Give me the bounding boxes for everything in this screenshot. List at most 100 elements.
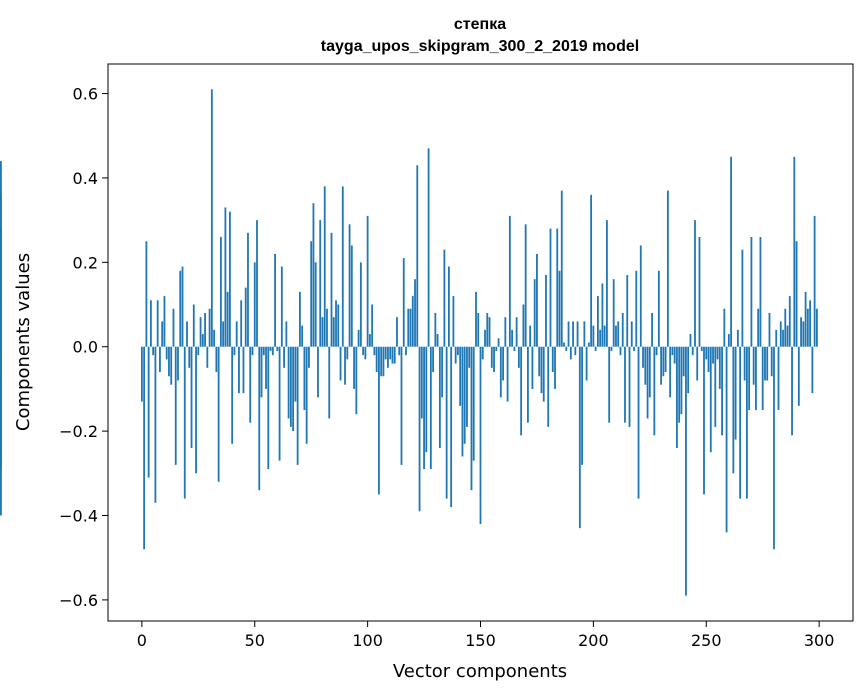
bar [592, 325, 595, 347]
bar [149, 300, 152, 347]
bar [743, 346, 746, 381]
bar [384, 346, 387, 360]
bar [648, 346, 651, 398]
bar [581, 346, 583, 465]
bar [504, 317, 507, 347]
bar [195, 346, 197, 474]
bar [542, 346, 545, 402]
bar [402, 258, 405, 347]
bar [757, 308, 760, 347]
bar [567, 321, 570, 347]
bar [585, 346, 588, 381]
bar [802, 321, 805, 347]
y-tick-label: −0.2 [59, 422, 98, 441]
bar [405, 346, 407, 356]
bar [795, 241, 798, 347]
bar [493, 346, 495, 373]
bar [429, 346, 432, 470]
bar [709, 346, 712, 453]
bar [233, 346, 236, 356]
bar [0, 346, 2, 465]
bar [328, 346, 331, 419]
bar [452, 296, 455, 347]
bar [468, 346, 471, 368]
bar [366, 215, 369, 347]
bar [637, 346, 640, 499]
bar [244, 287, 247, 347]
bar [748, 346, 751, 411]
bar [346, 346, 349, 360]
bar [621, 312, 624, 347]
bar [353, 346, 355, 389]
x-tick-label: 250 [691, 631, 722, 650]
bar [224, 207, 227, 347]
bar [215, 346, 218, 373]
bar [540, 346, 543, 394]
bar [0, 194, 2, 347]
bar [569, 346, 572, 360]
bar [256, 220, 258, 347]
bar [314, 262, 317, 347]
bar [689, 334, 692, 347]
bar [800, 317, 802, 347]
bar [156, 300, 159, 347]
bar [703, 346, 705, 495]
bar [165, 346, 168, 360]
y-tick-label: 0.2 [73, 253, 98, 272]
bar [486, 312, 489, 347]
bar [436, 334, 439, 347]
bar [242, 346, 245, 394]
x-tick-label: 50 [245, 631, 265, 650]
bar [265, 346, 267, 389]
bar [310, 241, 313, 347]
bar [414, 279, 416, 347]
bar [251, 346, 254, 356]
bar [685, 346, 687, 596]
bar [594, 346, 597, 351]
bar [432, 346, 434, 373]
bar [375, 346, 378, 373]
x-tick-label: 200 [578, 631, 609, 650]
bar [766, 346, 769, 381]
bar [308, 346, 310, 368]
bar [583, 321, 586, 347]
bar [536, 253, 538, 347]
bar [321, 317, 324, 347]
bar [443, 249, 446, 347]
y-tick-label: −0.4 [59, 507, 98, 526]
bar [612, 279, 615, 347]
bar [466, 346, 468, 427]
bar [477, 312, 480, 347]
bar [599, 329, 602, 347]
x-axis-ticks: 0 50 100 150 200 250 300 [137, 621, 834, 650]
bar [154, 346, 157, 503]
bar [260, 346, 263, 398]
bar [635, 270, 638, 347]
bar [502, 346, 504, 381]
bar [330, 232, 333, 347]
bar [450, 346, 453, 508]
bar [409, 308, 412, 347]
bar [208, 308, 211, 347]
bar [339, 346, 342, 381]
bar [470, 346, 473, 491]
bar [554, 346, 556, 389]
y-tick-label: 0.4 [73, 169, 98, 188]
bar [249, 346, 252, 423]
bar [271, 346, 274, 356]
bar [549, 228, 552, 347]
bar [479, 346, 482, 524]
bar [276, 346, 279, 351]
bar [213, 329, 216, 347]
bar [664, 346, 667, 373]
bar [231, 346, 234, 444]
bar [538, 346, 541, 377]
bar [791, 346, 793, 436]
bar [380, 346, 383, 377]
bar [676, 346, 678, 448]
bar [204, 312, 206, 347]
bar [617, 321, 620, 347]
bar [596, 296, 599, 347]
bar [481, 346, 484, 360]
bar [472, 346, 475, 461]
